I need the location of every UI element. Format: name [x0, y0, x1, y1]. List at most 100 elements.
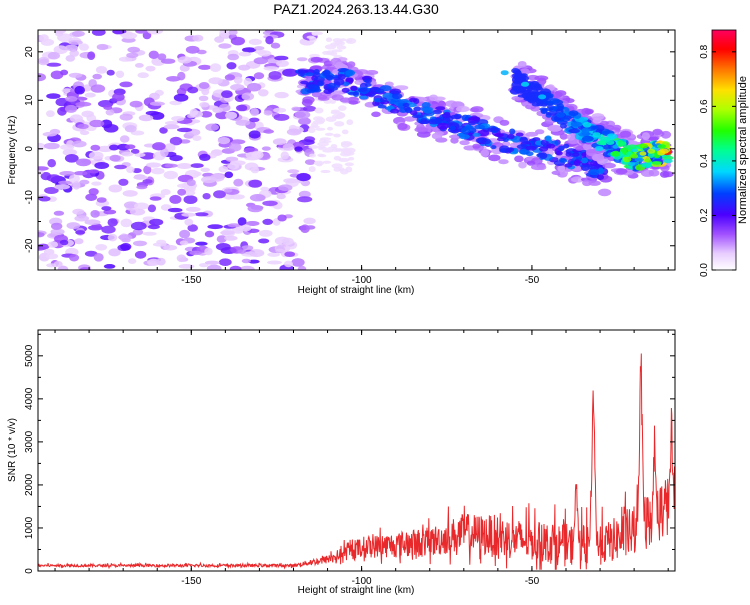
noise-cell — [322, 160, 332, 164]
noise-cell — [238, 64, 251, 71]
noise-cell — [38, 73, 46, 82]
band-core-cell — [502, 137, 509, 142]
noise-cell — [237, 217, 247, 226]
band-core-cell — [327, 82, 336, 88]
noise-cell — [258, 89, 269, 97]
band-core-cell — [512, 72, 521, 79]
band-core-cell — [313, 69, 320, 75]
band-halo-cell — [652, 128, 663, 136]
noise-cell — [236, 104, 248, 112]
noise-cell — [90, 210, 100, 218]
noise-cell — [57, 106, 67, 116]
band-core-cell — [538, 146, 549, 152]
band-halo-cell — [456, 105, 470, 113]
noise-cell — [272, 138, 287, 146]
noise-cell — [221, 90, 233, 98]
band-core-cell — [409, 97, 417, 103]
band-core-cell — [630, 148, 639, 153]
noise-cell — [84, 219, 101, 225]
noise-cell — [199, 102, 210, 108]
band-halo-cell — [429, 94, 438, 101]
noise-cell — [38, 56, 50, 66]
noise-cell — [220, 230, 235, 236]
band-core-cell — [428, 118, 440, 123]
noise-cell — [311, 31, 319, 36]
noise-cell — [201, 176, 217, 184]
band-core-cell — [556, 112, 565, 118]
noise-cell — [74, 171, 88, 176]
y-tick-label: 2000 — [24, 473, 35, 496]
noise-cell — [274, 91, 289, 99]
noise-cell — [305, 225, 316, 230]
noise-cell — [309, 53, 320, 58]
noise-cell — [345, 166, 353, 173]
band-core-cell — [505, 147, 515, 152]
noise-cell — [204, 260, 220, 265]
noise-cell — [263, 129, 274, 134]
band-halo-cell — [472, 143, 481, 149]
noise-cell — [130, 130, 145, 136]
band-core-cell — [364, 82, 372, 87]
noise-cell — [132, 228, 144, 236]
noise-cell — [311, 122, 319, 128]
noise-cell — [336, 112, 346, 119]
noise-cell — [74, 215, 90, 222]
noise-cell — [207, 224, 223, 230]
noise-cell — [348, 156, 355, 161]
noise-cell — [190, 163, 204, 169]
noise-cell — [201, 87, 210, 96]
noise-cell — [324, 44, 337, 50]
band-peak-cell — [500, 70, 509, 76]
y-tick-label: 1000 — [24, 516, 35, 539]
band-core-cell — [516, 144, 529, 149]
noise-cell — [325, 116, 337, 122]
band-core-cell — [494, 133, 504, 138]
noise-cell — [122, 190, 138, 197]
noise-cell — [296, 173, 311, 182]
noise-cell — [69, 114, 83, 123]
noise-cell — [284, 251, 296, 257]
band-core-cell — [333, 78, 345, 86]
noise-cell — [187, 86, 199, 94]
noise-cell — [251, 150, 264, 160]
noise-cell — [89, 119, 105, 128]
band-core-cell — [450, 114, 462, 120]
band-core-cell — [626, 144, 638, 150]
noise-cell — [317, 141, 329, 147]
noise-cell — [181, 212, 197, 217]
band-core-cell — [461, 127, 471, 135]
noise-cell — [215, 243, 231, 251]
noise-cell — [194, 212, 209, 217]
band-halo-cell — [514, 155, 524, 163]
noise-cell — [233, 76, 243, 85]
noise-cell — [192, 34, 204, 42]
noise-cell — [169, 136, 183, 146]
noise-cell — [250, 108, 259, 117]
noise-cell — [88, 188, 99, 196]
band-halo-cell — [534, 75, 549, 81]
noise-cell — [263, 110, 273, 116]
band-core-cell — [546, 111, 558, 116]
band-core-cell — [620, 141, 627, 147]
top-x-axis-label: Height of straight line (km) — [298, 285, 415, 296]
noise-cell — [247, 82, 262, 92]
noise-cell — [249, 194, 266, 202]
noise-cell — [129, 208, 146, 216]
noise-cell — [148, 50, 159, 59]
noise-cell — [107, 218, 118, 227]
band-halo-cell — [659, 170, 670, 178]
noise-cell — [267, 260, 282, 265]
band-core-cell — [582, 122, 592, 128]
noise-cell — [65, 96, 78, 102]
colorbar-label: Normalized spectral amplitude — [737, 76, 749, 224]
band-halo-cell — [301, 98, 313, 107]
band-core-cell — [509, 128, 516, 135]
noise-cell — [344, 162, 354, 167]
noise-cell — [179, 240, 189, 246]
noise-cell — [268, 71, 282, 80]
noise-cell — [71, 30, 85, 37]
top-plot-frame — [37, 29, 676, 271]
noise-cell — [199, 263, 209, 268]
noise-cell — [136, 185, 148, 190]
band-core-cell — [634, 157, 644, 162]
